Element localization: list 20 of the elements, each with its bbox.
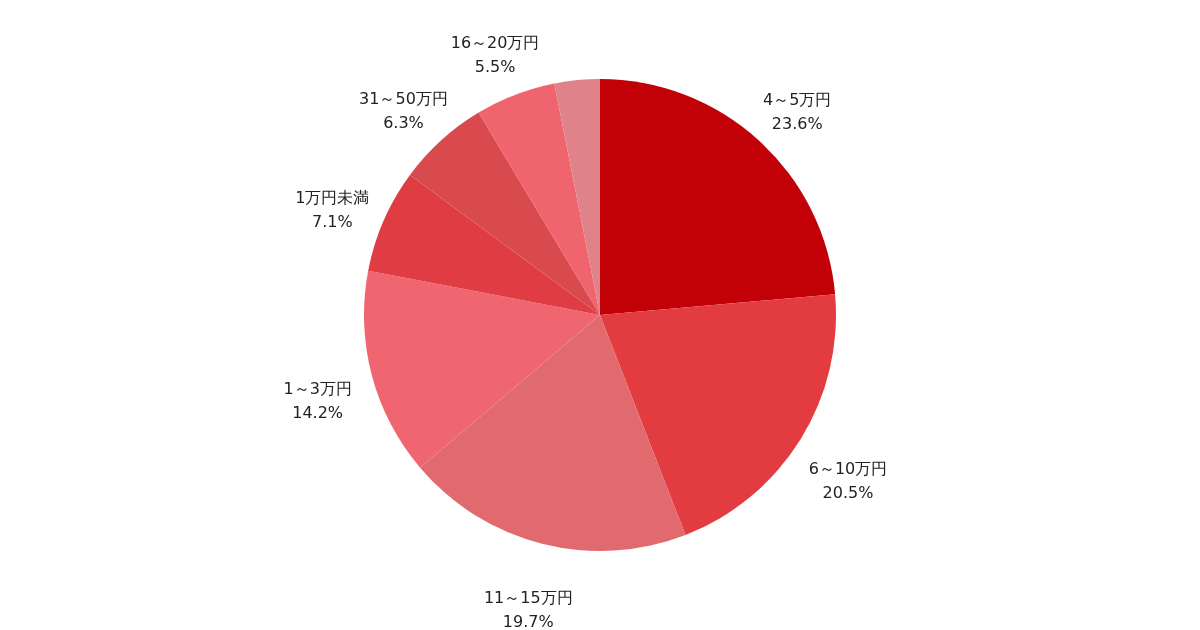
pie-slice xyxy=(368,175,600,315)
data-label: 14.2% xyxy=(292,403,344,423)
pie-slice xyxy=(478,83,600,315)
data-label: 23.6% xyxy=(771,113,823,133)
pie-slice xyxy=(600,79,836,315)
slice-label: 4～5万円 xyxy=(763,89,832,109)
pie-slice xyxy=(554,79,600,315)
data-label: 20.5% xyxy=(822,483,874,503)
slice-label: 6～10万円 xyxy=(808,459,888,479)
data-label: 19.7% xyxy=(502,612,554,630)
slice-label: 1万円未満 xyxy=(295,188,370,208)
data-label: 6.3% xyxy=(383,113,424,133)
slice-label: 1～3万円 xyxy=(283,379,352,399)
pie-slice xyxy=(420,315,686,551)
slice-label: 31～50万円 xyxy=(359,89,448,109)
slice-label: 11～15万円 xyxy=(483,588,573,608)
slice-label: 16～20万円 xyxy=(450,32,540,52)
data-label: 5.5% xyxy=(474,56,516,76)
pie-slice xyxy=(364,270,600,468)
data-label: 7.1% xyxy=(312,212,353,232)
